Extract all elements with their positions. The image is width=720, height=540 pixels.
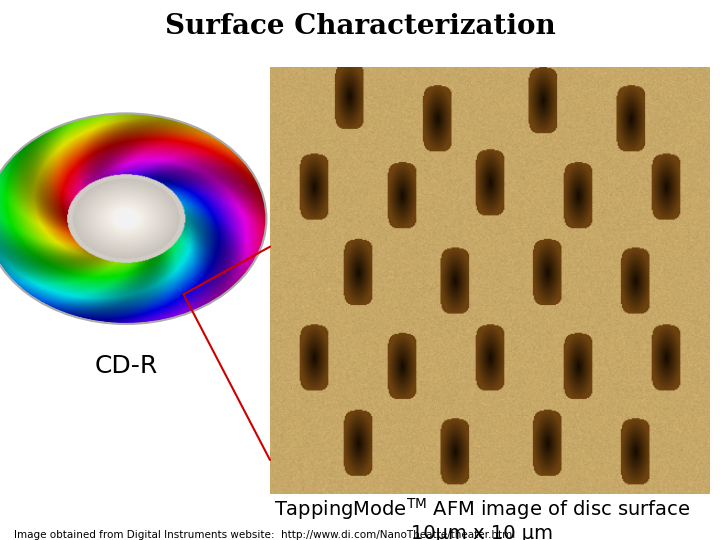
Text: TappingMode$^{\mathrm{TM}}$ AFM image of disc surface: TappingMode$^{\mathrm{TM}}$ AFM image of…: [274, 496, 690, 522]
Text: Image obtained from Digital Instruments website:  http://www.di.com/NanoTheatre/: Image obtained from Digital Instruments …: [14, 530, 516, 540]
Text: CD-R: CD-R: [94, 354, 158, 377]
Text: 10μm x 10 μm: 10μm x 10 μm: [411, 524, 554, 540]
Text: Surface Characterization: Surface Characterization: [165, 14, 555, 40]
